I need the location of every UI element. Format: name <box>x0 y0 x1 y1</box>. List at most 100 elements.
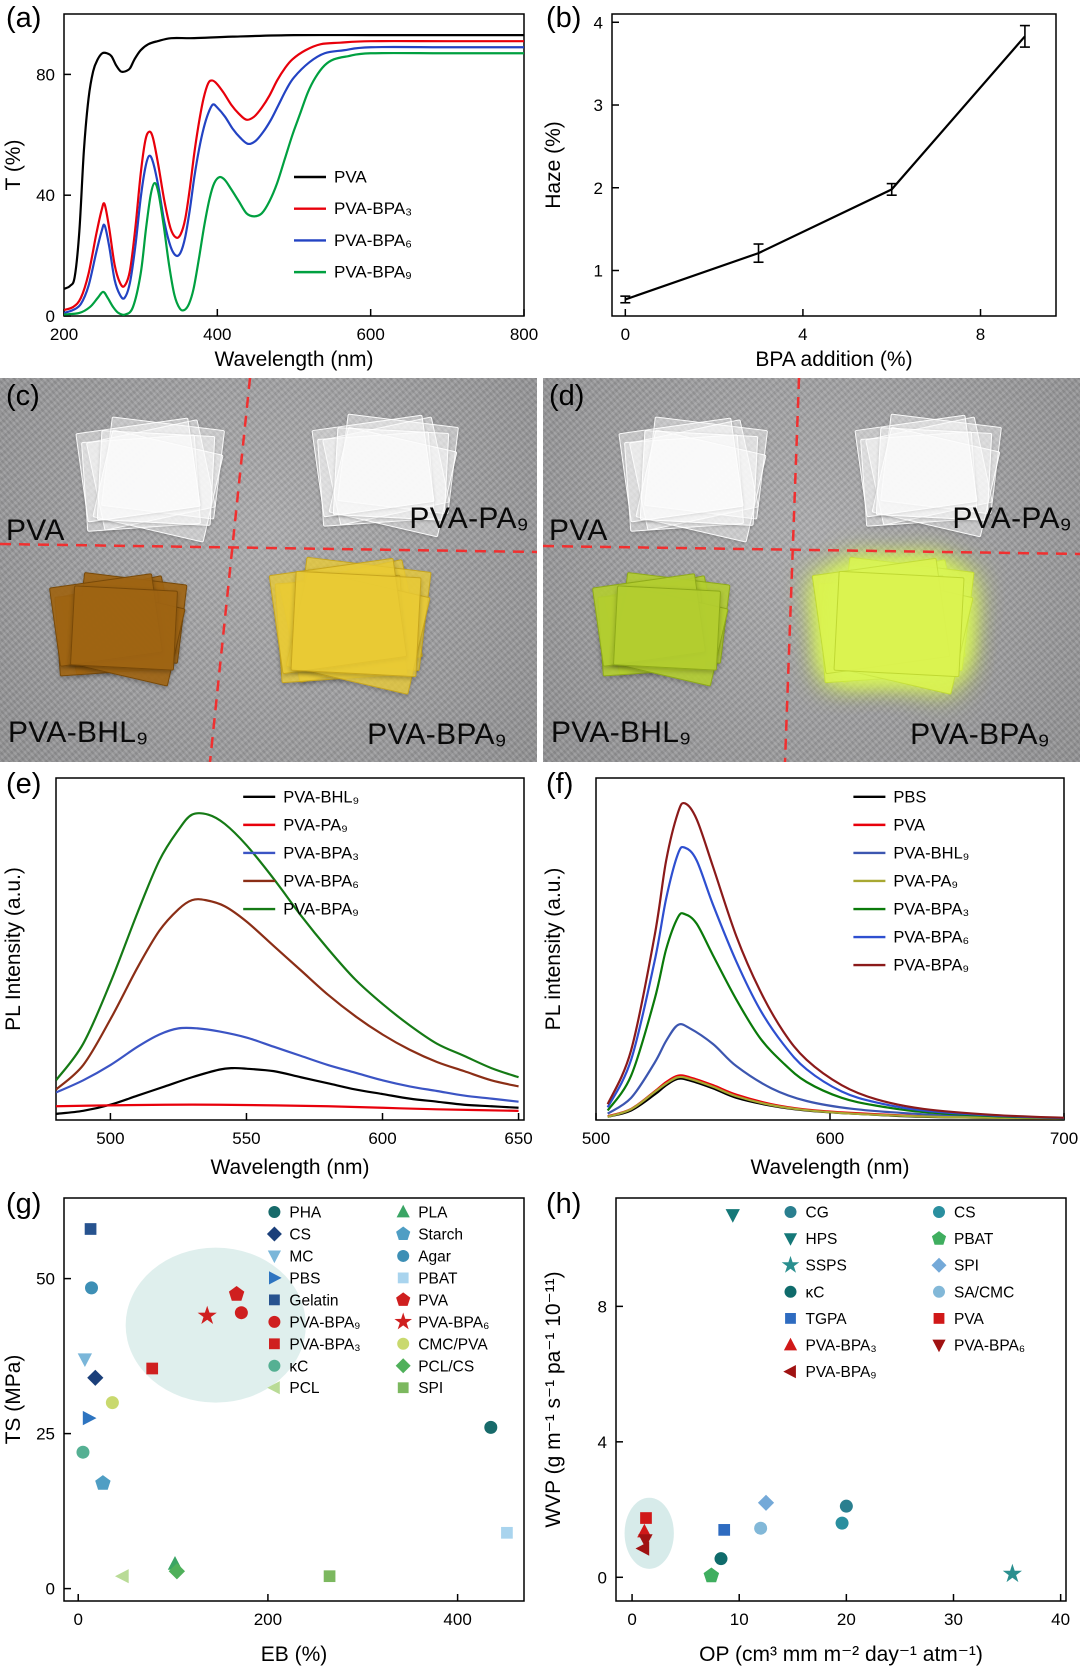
x-tick-label: 0 <box>621 325 630 344</box>
panel-e: 500 550 600 650 Wavelength (nm) PL Intensity … <box>0 766 540 1186</box>
point-PBS <box>82 1410 97 1426</box>
legend-label: PVA-BPA₃ <box>289 1336 360 1353</box>
x-tick-label: 0 <box>627 1610 636 1629</box>
point-κC <box>76 1445 90 1459</box>
x-tick-label: 600 <box>816 1129 844 1148</box>
y-tick-label: 40 <box>36 186 55 205</box>
series-PVA-BPA₃ <box>606 912 1064 1120</box>
point-MC <box>77 1353 92 1367</box>
legend-marker <box>397 1249 410 1262</box>
point-SPI <box>323 1570 336 1583</box>
x-tick-label: 500 <box>96 1129 124 1148</box>
legend-marker <box>781 1255 800 1273</box>
legend-label: PVA-PA₉ <box>893 872 958 890</box>
data-layer <box>635 1209 1022 1583</box>
x-axis-label: BPA addition (%) <box>755 348 912 371</box>
y-tick-label: 4 <box>594 13 603 32</box>
legend-marker <box>783 1233 798 1246</box>
legend-label: PHA <box>289 1205 322 1222</box>
panel-h: 0 10 20 30 40 0 4 8 OP (cm³ mm m⁻² day⁻¹ atm⁻¹) W… <box>540 1186 1080 1673</box>
legend-label: PVA-BPA₆ <box>283 872 359 890</box>
legend-label: SPI <box>954 1258 979 1275</box>
series-PVA-BPA₃ <box>56 1026 519 1103</box>
legend-marker <box>268 1315 281 1328</box>
data-layer <box>56 812 519 1115</box>
legend-label: PVA-BPA₉ <box>289 1314 360 1331</box>
legend-label: PBAT <box>418 1270 458 1287</box>
legend-label: Agar <box>418 1248 451 1265</box>
divider-lines <box>0 378 537 762</box>
legend-marker <box>396 1226 411 1240</box>
legend-label: PCL <box>289 1380 320 1397</box>
legend-label: PVA-BPA₆ <box>418 1314 489 1331</box>
plot-frame <box>615 1197 1067 1602</box>
point-SPI <box>757 1494 775 1511</box>
legend-marker <box>785 1313 796 1324</box>
panel-letter-h: (h) <box>546 1188 582 1220</box>
legend-label: CG <box>806 1205 829 1222</box>
series-PVA-PA₉ <box>56 1103 519 1112</box>
panel-e-chart: 500 550 600 650 Wavelength (nm) PL Intensity … <box>2 777 533 1179</box>
y-axis-label: WVP (g m⁻¹ s⁻¹ pa⁻¹ 10⁻¹¹) <box>542 1271 565 1527</box>
error-bar <box>1019 24 1030 48</box>
y-axis-label: T (%) <box>2 140 25 191</box>
x-tick-label: 30 <box>944 1610 963 1629</box>
legend-label: PVA-BHL₉ <box>283 788 359 806</box>
legend-label: PLA <box>418 1205 448 1222</box>
legend-label: PVA-BPA₃ <box>893 901 969 919</box>
point-TGPA <box>718 1524 731 1536</box>
legend-marker <box>268 1359 281 1372</box>
series-Haze <box>624 35 1026 301</box>
panel-letter-e: (e) <box>6 768 42 800</box>
legend-marker <box>933 1285 945 1298</box>
vertical-divider-line <box>208 378 252 762</box>
legend-marker <box>396 1292 411 1306</box>
legend-marker <box>933 1313 945 1324</box>
x-tick-label: 550 <box>232 1129 260 1148</box>
x-tick-label: 650 <box>504 1129 532 1148</box>
plot-frame <box>63 1197 525 1602</box>
x-tick-label: 600 <box>356 325 384 344</box>
x-tick-label: 200 <box>50 325 78 344</box>
point-Gelatin <box>84 1223 97 1235</box>
y-axis-label: PL intensity (a.u.) <box>542 868 565 1031</box>
legend-label: PVA-BPA₆ <box>954 1338 1025 1355</box>
panel-f: 500 600 700 Wavelength (nm) PL intensity (a.… <box>540 766 1080 1186</box>
point-PVA <box>228 1286 245 1301</box>
error-bar <box>886 182 897 196</box>
plot-frame <box>55 777 525 1121</box>
legend-label: PVA-BPA₉ <box>893 957 969 975</box>
x-axis-label: Wavelength (nm) <box>214 348 373 371</box>
photo-label-pva-pa9: PVA-PA₉ <box>952 502 1072 535</box>
point-PVA <box>640 1512 652 1524</box>
data-layer <box>76 1223 513 1584</box>
x-axis-label: Wavelength (nm) <box>750 1156 909 1179</box>
photo-label-pva-bhl9: PVA-BHL₉ <box>8 716 149 749</box>
point-CMC/PVA <box>105 1396 119 1410</box>
series-PVA-BPA₃ <box>64 39 524 312</box>
x-tick-label: 800 <box>510 325 538 344</box>
point-CS <box>835 1516 849 1530</box>
panel-g: 0 200 400 0 25 50 EB (%) TS (MPa) PHA CS MC PBS Gela… <box>0 1186 540 1673</box>
point-PCL/CS <box>168 1563 185 1580</box>
legend-marker <box>267 1250 281 1264</box>
legend-marker <box>397 1337 410 1350</box>
photo-label-pva-bhl9: PVA-BHL₉ <box>551 716 692 749</box>
series-PVA-BPA₉ <box>606 801 1064 1119</box>
error-bar <box>620 295 631 304</box>
panel-letter-a: (a) <box>6 2 42 34</box>
legend-label: PVA-PA₉ <box>283 816 348 834</box>
panel-a-chart: 200 400 600 800 0 40 80 Wavelength (nm) T (%) PVA… <box>2 13 538 371</box>
point-HPS <box>725 1209 740 1223</box>
legend-label: κC <box>806 1284 825 1301</box>
x-tick-label: 600 <box>368 1129 396 1148</box>
series-PVA-BPA₉ <box>56 812 519 1081</box>
panel-g-chart: 0 200 400 0 25 50 EB (%) TS (MPa) PHA CS MC PBS Gela… <box>2 1197 525 1666</box>
legend-label: SPI <box>418 1380 443 1397</box>
point-PVA-BPA₃ <box>146 1362 159 1375</box>
legend-marker <box>932 1339 946 1353</box>
point-κC <box>714 1552 728 1566</box>
point-Agar <box>85 1281 99 1295</box>
legend-marker <box>783 1365 796 1379</box>
x-tick-label: 400 <box>443 1610 471 1629</box>
